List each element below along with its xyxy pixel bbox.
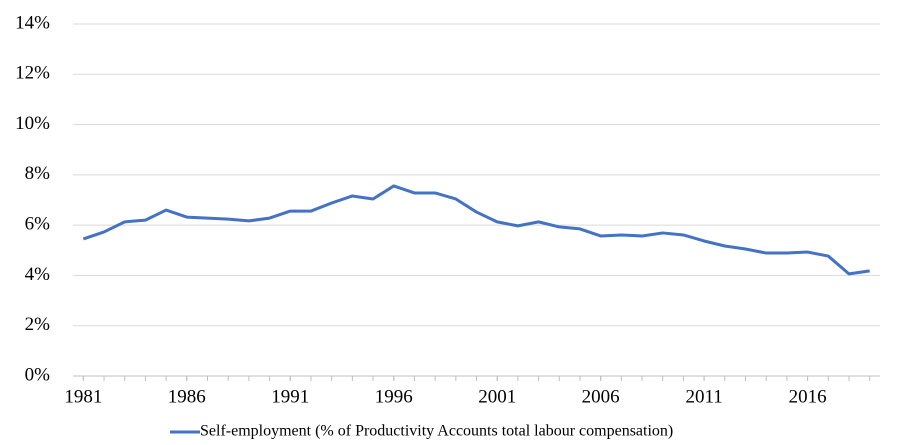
y-tick-label: 10%: [15, 113, 50, 134]
y-tick-label: 14%: [15, 12, 50, 33]
legend-label: Self-employment (% of Productivity Accou…: [200, 423, 673, 440]
y-tick-label: 2%: [25, 314, 51, 335]
x-tick-label: 2006: [582, 386, 620, 407]
x-tick-label: 1981: [64, 386, 102, 407]
x-tick-label: 1996: [375, 386, 413, 407]
y-tick-label: 8%: [25, 163, 51, 184]
x-tick-label: 2001: [478, 386, 516, 407]
x-tick-label: 2016: [789, 386, 827, 407]
y-tick-label: 12%: [15, 63, 50, 84]
x-tick-label: 1991: [271, 386, 309, 407]
y-tick-label: 6%: [25, 214, 51, 235]
line: [82, 184, 870, 276]
x-tick-label: 2011: [685, 386, 722, 407]
y-tick-label: 0%: [25, 364, 51, 385]
x-tick-label: 1986: [168, 386, 206, 407]
y-tick-label: 4%: [25, 264, 51, 285]
